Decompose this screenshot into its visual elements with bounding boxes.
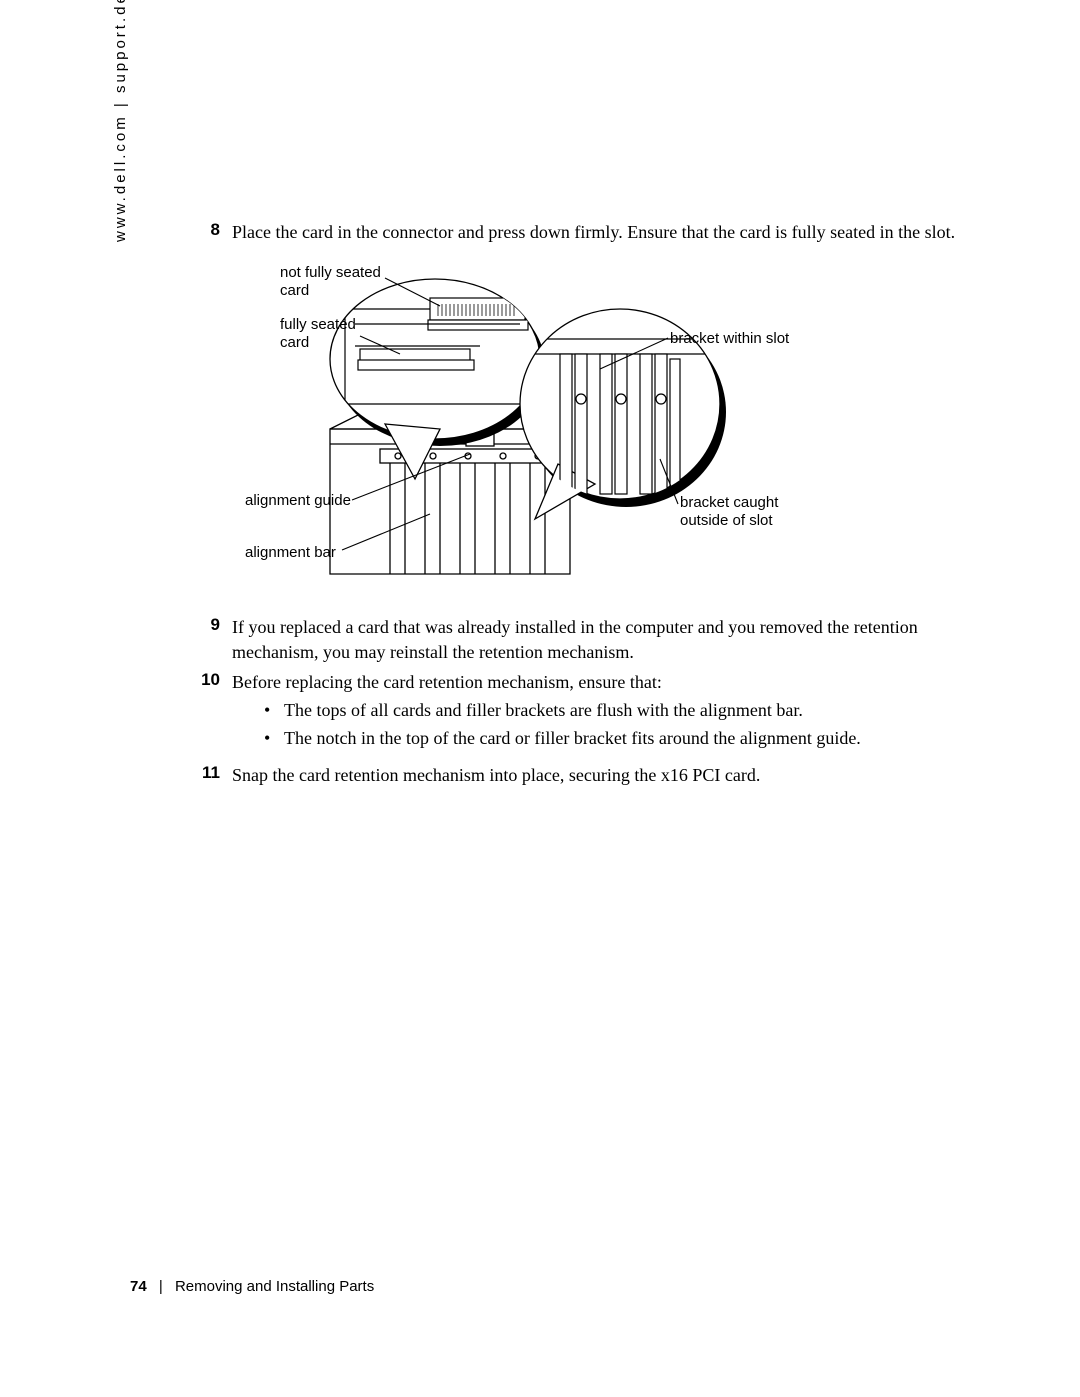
bullet-marker: • xyxy=(264,698,284,722)
document-page: www.dell.com | support.dell.com 8 Place … xyxy=(0,0,1080,1397)
step-11: 11 Snap the card retention mechanism int… xyxy=(180,763,970,787)
step-10: 10 Before replacing the card retention m… xyxy=(180,670,970,757)
step-9: 9 If you replaced a card that was alread… xyxy=(180,615,970,664)
step-number: 11 xyxy=(180,763,232,787)
page-number: 74 xyxy=(130,1278,147,1295)
footer-separator: | xyxy=(159,1278,163,1295)
callout-bracket-caught: bracket caught outside of slot xyxy=(680,494,790,530)
step-number: 8 xyxy=(180,220,232,244)
figure-card-seating: not fully seated card fully seated card … xyxy=(180,254,950,599)
step-text: If you replaced a card that was already … xyxy=(232,615,970,664)
step-number: 10 xyxy=(180,670,232,757)
step-10-intro: Before replacing the card retention mech… xyxy=(232,672,662,692)
step-number: 9 xyxy=(180,615,232,664)
side-url-text: www.dell.com | support.dell.com xyxy=(112,0,129,335)
callout-not-fully-seated: not fully seated card xyxy=(280,264,390,300)
step-text: Place the card in the connector and pres… xyxy=(232,220,955,244)
bullet-marker: • xyxy=(264,726,284,750)
main-content: 8 Place the card in the connector and pr… xyxy=(180,220,970,793)
step-8: 8 Place the card in the connector and pr… xyxy=(180,220,970,244)
callout-alignment-bar: alignment bar xyxy=(245,544,336,562)
callout-bracket-within: bracket within slot xyxy=(670,330,789,348)
section-title: Removing and Installing Parts xyxy=(175,1278,374,1295)
step-text: Before replacing the card retention mech… xyxy=(232,670,861,757)
step-10-bullets: • The tops of all cards and filler brack… xyxy=(232,698,861,751)
page-footer: 74 | Removing and Installing Parts xyxy=(130,1278,374,1295)
step-text: Snap the card retention mechanism into p… xyxy=(232,763,760,787)
bullet-item: • The notch in the top of the card or fi… xyxy=(264,726,861,750)
bullet-item: • The tops of all cards and filler brack… xyxy=(264,698,861,722)
callout-fully-seated: fully seated card xyxy=(280,316,370,352)
bullet-text: The notch in the top of the card or fill… xyxy=(284,726,861,750)
callout-alignment-guide: alignment guide xyxy=(245,492,351,510)
bullet-text: The tops of all cards and filler bracket… xyxy=(284,698,803,722)
